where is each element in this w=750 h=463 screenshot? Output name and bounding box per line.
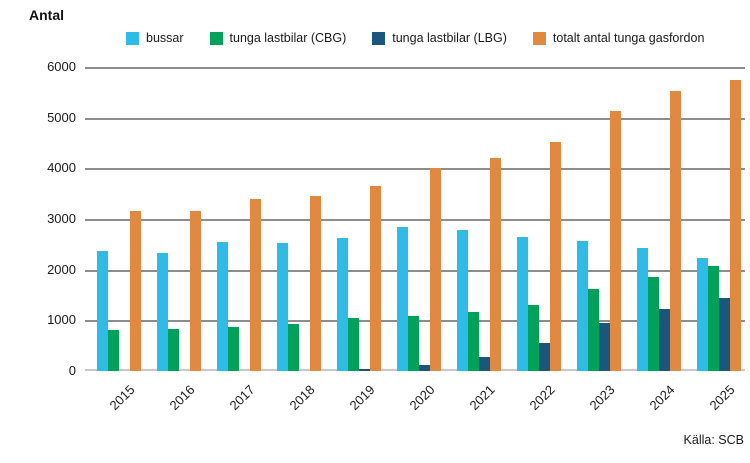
bar-bussar (97, 251, 108, 371)
x-tick-label: 2021 (466, 382, 498, 414)
bar-bussar (397, 227, 408, 371)
legend-label: tunga lastbilar (LBG) (392, 31, 507, 45)
bar-cbg (648, 277, 659, 371)
plot-area (85, 67, 745, 371)
bar-bussar (697, 258, 708, 371)
bar-total (730, 80, 741, 371)
bar-cbg (708, 266, 719, 371)
bar-total (190, 211, 201, 371)
x-tick-label: 2017 (226, 382, 258, 414)
y-tick-label: 6000 (47, 59, 76, 74)
legend-label: totalt antal tunga gasfordon (552, 31, 705, 45)
legend-item-cbg: tunga lastbilar (CBG) (209, 31, 347, 45)
bar-total (610, 111, 621, 371)
legend-swatch-total (532, 31, 546, 45)
source-note: Källa: SCB (683, 433, 744, 447)
bar-cbg (468, 312, 479, 371)
bar-cbg (108, 330, 119, 371)
y-axis-title: Antal (29, 7, 64, 23)
bar-lbg (659, 309, 670, 371)
legend-label: tunga lastbilar (CBG) (229, 31, 347, 45)
legend-swatch-cbg (209, 31, 223, 45)
bar-total (430, 168, 441, 371)
bar-total (250, 199, 261, 371)
bar-bussar (577, 241, 588, 371)
bar-bussar (517, 237, 528, 371)
bar-total (310, 196, 321, 371)
x-tick-label: 2018 (286, 382, 318, 414)
bar-total (490, 158, 501, 371)
legend-swatch-bussar (126, 31, 139, 45)
legend-item-bussar: bussar (126, 31, 184, 45)
y-tick-label: 0 (68, 363, 76, 378)
x-tick-label: 2025 (706, 382, 738, 414)
bar-cbg (168, 329, 179, 371)
bar-cbg (228, 327, 239, 371)
x-tick-label: 2020 (406, 382, 438, 414)
legend-swatch-lbg (372, 31, 386, 45)
bar-bussar (217, 242, 228, 371)
bar-lbg (359, 369, 370, 371)
x-tick-label: 2016 (166, 382, 198, 414)
y-tick-label: 2000 (47, 261, 76, 277)
bar-lbg (479, 357, 490, 371)
gridline (85, 117, 745, 120)
bar-bussar (337, 238, 348, 371)
bar-cbg (288, 324, 299, 371)
y-tick-label: 3000 (47, 211, 76, 226)
x-tick-label: 2015 (106, 382, 138, 414)
y-tick-label: 4000 (47, 160, 76, 176)
gridline (85, 269, 745, 272)
x-tick-label: 2024 (646, 382, 678, 414)
legend-item-lbg: tunga lastbilar (LBG) (372, 31, 507, 45)
y-tick-label: 5000 (47, 109, 76, 125)
gridline (85, 67, 745, 69)
x-tick-label: 2023 (586, 382, 618, 414)
bar-cbg (348, 318, 359, 371)
bar-bussar (457, 230, 468, 371)
legend: bussar tunga lastbilar (CBG) tunga lastb… (126, 31, 704, 45)
bar-total (670, 91, 681, 371)
bar-total (550, 142, 561, 371)
bar-cbg (588, 289, 599, 371)
legend-label: bussar (146, 31, 184, 45)
legend-item-total: totalt antal tunga gasfordon (532, 31, 705, 45)
y-tick-label: 1000 (47, 312, 76, 328)
bar-lbg (419, 365, 430, 371)
bar-bussar (157, 253, 168, 371)
bar-total (370, 186, 381, 371)
bar-bussar (637, 248, 648, 371)
bar-lbg (539, 343, 550, 371)
bar-cbg (528, 305, 539, 371)
bar-total (130, 211, 141, 371)
gridline (85, 219, 745, 221)
x-tick-label: 2019 (346, 382, 378, 414)
bar-lbg (719, 298, 730, 371)
gridline (85, 168, 745, 171)
x-tick-label: 2022 (526, 382, 558, 414)
bar-bussar (277, 243, 288, 371)
bar-cbg (408, 316, 419, 371)
bar-lbg (599, 323, 610, 371)
